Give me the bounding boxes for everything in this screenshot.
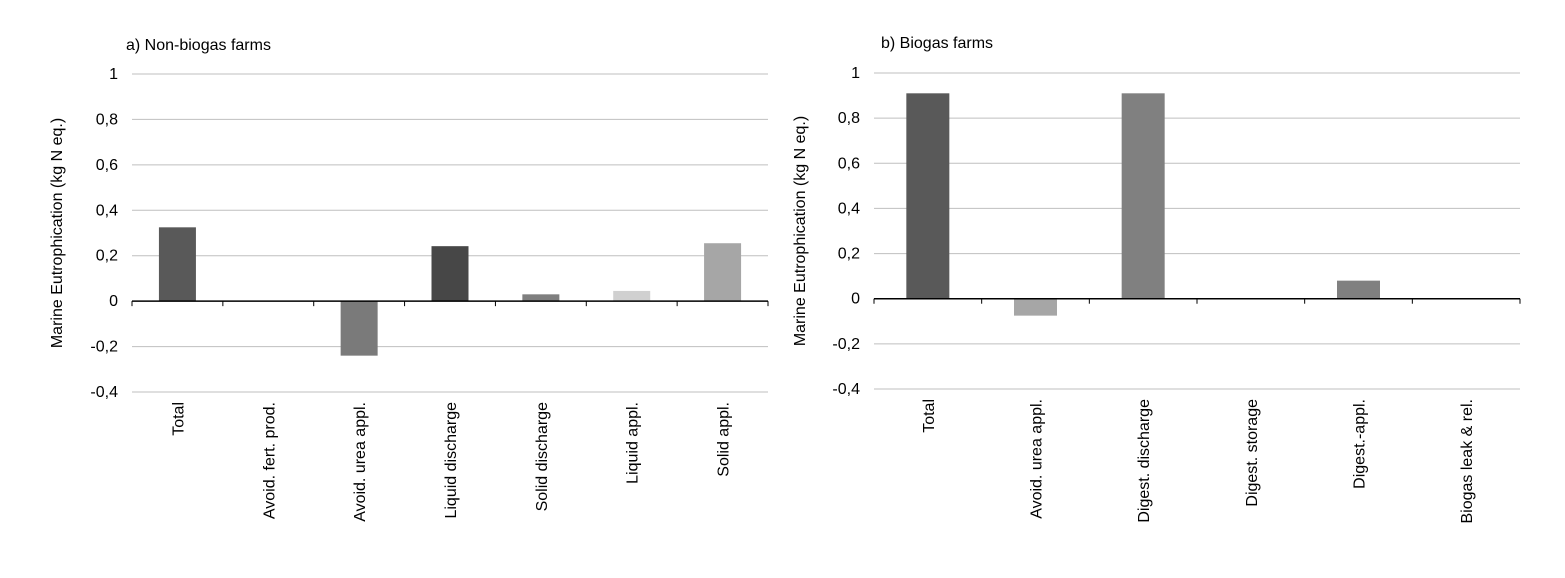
y-tick-label: 0,4	[96, 202, 118, 219]
x-tick-label: Avoid. urea appl.	[352, 402, 369, 522]
bar-3	[431, 246, 469, 302]
y-axis-label: Marine Eutrophication (kg N eq.)	[49, 118, 66, 348]
y-axis-label: Marine Eutrophication (kg N eq.)	[792, 116, 809, 346]
x-tick-label: Digest. discharge	[1136, 399, 1153, 523]
x-tick-label: Biogas leak & rel.	[1459, 399, 1476, 524]
y-tick-label: 0,8	[96, 111, 118, 128]
chart-title: a) Non-biogas farms	[126, 37, 271, 54]
y-tick-label: -0,2	[832, 336, 860, 353]
y-tick-label: 0,4	[838, 200, 860, 217]
chart-panel-b: b) Biogas farms Marine Eutrophication (kg…	[792, 35, 1521, 524]
y-tick-label: 0,8	[838, 110, 860, 127]
bar-0	[158, 227, 196, 302]
x-tick-label: Digest. storage	[1244, 399, 1261, 507]
x-tick-label: Total	[921, 399, 938, 433]
y-tick-label: -0,4	[832, 381, 860, 398]
bar-5	[613, 290, 651, 302]
y-tick-label: 1	[851, 65, 860, 82]
bar-1	[1014, 298, 1057, 316]
x-tick-label: Avoid. fert. prod.	[261, 402, 278, 519]
y-tick-label: 0,2	[96, 248, 118, 265]
bar-4	[522, 294, 560, 302]
x-tick-label: Liquid appl.	[625, 402, 642, 484]
y-tick-label: 0,6	[96, 157, 118, 174]
y-tick-label: -0,4	[90, 384, 118, 401]
y-tick-label: 0	[109, 293, 118, 310]
x-tick-label: Solid appl.	[716, 402, 733, 477]
bar-0	[906, 93, 950, 299]
chart-title: b) Biogas farms	[881, 35, 993, 52]
y-tick-label: 0,6	[838, 155, 860, 172]
bar-6	[704, 243, 742, 302]
bar-2	[1121, 93, 1165, 299]
x-tick-label: Digest.-appl.	[1352, 399, 1369, 489]
y-tick-label: -0,2	[90, 339, 118, 356]
y-tick-label: 1	[109, 66, 118, 83]
chart-panel-a: a) Non-biogas farms Marine Eutrophication…	[49, 37, 769, 522]
x-tick-label: Avoid. urea appl.	[1029, 399, 1046, 519]
x-tick-label: Liquid discharge	[443, 402, 460, 519]
bar-4	[1337, 280, 1380, 299]
bar-2	[340, 301, 378, 356]
y-tick-label: 0,2	[838, 246, 860, 263]
x-tick-label: Solid discharge	[534, 402, 551, 512]
x-tick-label: Total	[170, 402, 187, 436]
y-tick-label: 0	[851, 291, 860, 308]
